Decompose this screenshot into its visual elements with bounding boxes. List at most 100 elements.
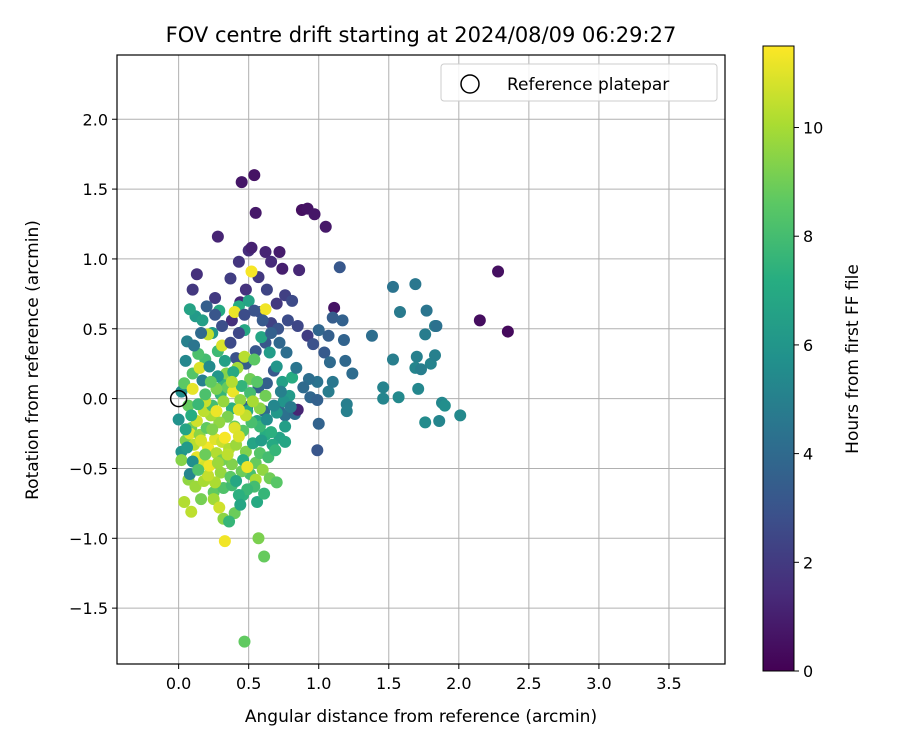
y-tick-label: 1.5	[83, 180, 108, 199]
data-point	[234, 394, 247, 407]
data-point	[333, 261, 346, 274]
data-point	[279, 435, 292, 448]
data-point	[419, 328, 432, 341]
data-point	[192, 463, 205, 476]
data-point	[270, 360, 283, 373]
data-point	[473, 314, 486, 327]
data-point	[188, 339, 201, 352]
data-point	[409, 278, 422, 291]
data-point	[258, 487, 271, 500]
x-tick-label: 2.5	[516, 674, 541, 693]
data-point	[190, 268, 203, 281]
data-point	[319, 220, 332, 233]
data-point	[209, 292, 222, 305]
data-point	[211, 230, 224, 243]
x-axis-ticks: 0.0 0.5 1.0 1.5 2.0 2.5 3.0 3.5	[166, 664, 682, 693]
data-point	[328, 301, 341, 314]
data-point	[276, 262, 289, 275]
data-point	[234, 498, 247, 511]
data-point	[433, 414, 446, 427]
data-point	[211, 456, 224, 469]
data-point	[200, 300, 213, 313]
data-point	[232, 403, 245, 416]
y-tick-label: 1.0	[83, 250, 108, 269]
data-point	[232, 430, 245, 443]
data-point	[308, 208, 321, 221]
data-point	[273, 245, 286, 258]
data-point	[274, 385, 287, 398]
colorbar-tick-label: 4	[803, 445, 813, 464]
data-point	[241, 461, 254, 474]
data-point	[286, 294, 299, 307]
data-point	[242, 294, 255, 307]
data-point	[245, 241, 258, 254]
data-point	[225, 375, 238, 388]
x-tick-label: 3.5	[656, 674, 681, 693]
data-point	[322, 329, 335, 342]
data-point	[224, 336, 237, 349]
reference-point-marker	[169, 389, 188, 408]
data-point	[410, 350, 423, 363]
data-point	[430, 319, 443, 332]
y-tick-label: 0.0	[83, 390, 108, 409]
data-point	[185, 505, 198, 518]
data-point	[239, 283, 252, 296]
data-point	[192, 398, 205, 411]
data-point	[175, 454, 188, 467]
x-tick-label: 1.0	[306, 674, 331, 693]
colorbar-label: Hours from first FF file	[843, 264, 863, 454]
data-point	[228, 306, 241, 319]
data-point	[199, 448, 212, 461]
y-tick-label: 0.5	[83, 320, 108, 339]
data-point	[196, 314, 209, 327]
data-point	[255, 331, 268, 344]
data-point	[230, 475, 243, 488]
legend-label: Reference platepar	[507, 75, 669, 95]
data-point	[322, 385, 335, 398]
data-point	[276, 375, 289, 388]
data-point	[217, 395, 230, 408]
data-point	[252, 532, 265, 545]
data-point	[218, 431, 231, 444]
data-point	[225, 458, 238, 471]
data-point	[454, 409, 467, 422]
data-point	[337, 333, 350, 346]
plot-frame	[116, 54, 726, 665]
data-point	[206, 423, 219, 436]
data-point	[251, 495, 264, 508]
data-point	[248, 169, 261, 182]
data-point	[318, 346, 331, 359]
data-point	[203, 360, 216, 373]
data-point	[297, 381, 310, 394]
colorbar-tick-label: 2	[803, 553, 813, 572]
x-tick-label: 2.0	[446, 674, 471, 693]
data-point	[235, 176, 248, 189]
y-axis-ticks: −1.5 −1.0 −0.5 0.0 0.5 1.0 1.5 2.0	[69, 110, 117, 618]
data-point	[179, 354, 192, 367]
data-point	[195, 326, 208, 339]
data-point	[312, 417, 325, 430]
data-point	[260, 413, 273, 426]
data-point	[386, 353, 399, 366]
colorbar-tick-label: 6	[803, 336, 813, 355]
colorbar-ticks: 0 2 4 6 8 10	[794, 119, 823, 681]
x-axis-label: Angular distance from reference (arcmin)	[245, 707, 597, 727]
data-point	[199, 388, 212, 401]
data-point	[265, 255, 278, 268]
data-point	[269, 444, 282, 457]
colorbar-tick-label: 8	[803, 227, 813, 246]
data-point	[420, 304, 433, 317]
data-point	[248, 353, 261, 366]
data-point	[291, 319, 304, 332]
data-point	[326, 375, 339, 388]
data-point	[438, 399, 451, 412]
data-point	[365, 329, 378, 342]
colorbar	[762, 45, 795, 672]
colorbar-tick-label: 0	[803, 662, 813, 681]
data-point	[256, 314, 269, 327]
data-point	[340, 405, 353, 418]
x-tick-label: 0.0	[166, 674, 191, 693]
data-point	[227, 366, 240, 379]
